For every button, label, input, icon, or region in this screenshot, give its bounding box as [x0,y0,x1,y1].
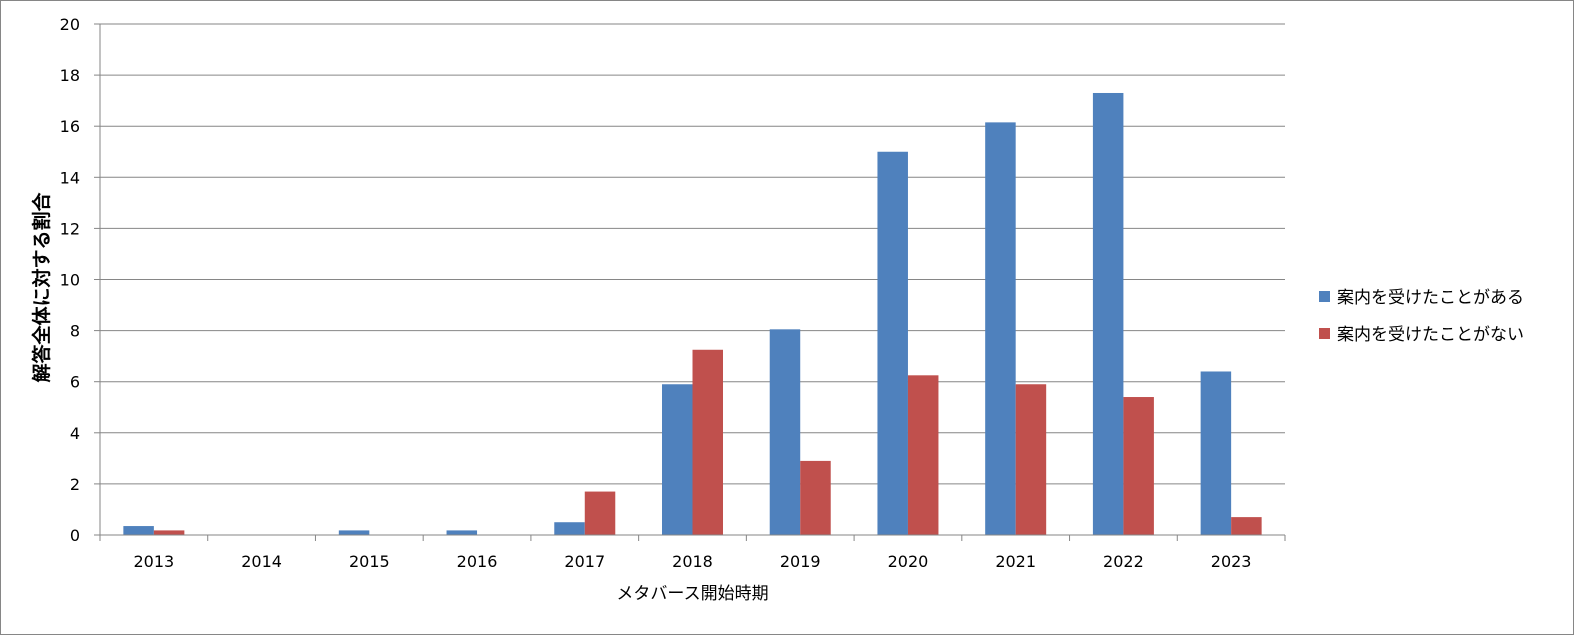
x-tick-label: 2013 [134,552,175,571]
x-tick-label: 2018 [672,552,713,571]
y-axis-title: 解答全体に対する割合 [30,192,53,383]
y-tick-label: 20 [60,15,80,34]
x-tick-label: 2021 [995,552,1036,571]
x-tick-label: 2017 [564,552,605,571]
bars [123,92,1262,536]
y-tick-label: 6 [70,373,80,392]
y-tick-label: 12 [60,219,80,238]
y-tick-labels: 0 2 4 6 8 10 12 14 16 18 20 [60,15,80,545]
bar-series-1-2017 [554,522,585,535]
bar-series-1-2022 [1092,92,1124,536]
bar-series-2-2013 [153,530,185,535]
bar-series-1-2016 [446,530,478,535]
x-tick-label: 2022 [1103,552,1144,571]
legend-swatch [1319,291,1330,302]
bar-series-2-2023 [1231,517,1262,535]
y-tick-label: 2 [70,475,80,494]
bar-series-1-2020 [877,151,908,535]
y-tick-label: 8 [70,322,80,341]
y-tick-label: 18 [60,66,80,85]
bar-series-1-2018 [662,384,693,535]
y-tick-label: 16 [60,117,80,136]
bar-series-1-2015 [338,530,370,535]
bar-series-2-2018 [692,349,723,535]
y-tick-label: 4 [70,424,80,443]
legend-label: 案内を受けたことがない [1337,325,1524,345]
y-tick-label: 14 [60,168,80,187]
x-axis-title: メタバース開始時期 [616,584,768,604]
bar-series-1-2023 [1200,371,1232,535]
bar-series-2-2017 [584,491,616,535]
y-tick-label: 0 [70,526,80,545]
bar-series-2-2019 [800,460,831,535]
legend-label: 案内を受けたことがある [1337,288,1524,308]
x-tick-label: 2019 [780,552,821,571]
y-tick-label: 10 [60,271,80,290]
x-tick-label: 2014 [241,552,282,571]
bar-series-1-2021 [985,122,1016,536]
x-tick-label: 2023 [1211,552,1252,571]
legend-swatch [1319,328,1330,339]
bar-series-2-2022 [1123,397,1154,535]
bar-series-1-2019 [769,329,801,535]
x-tick-label: 2016 [457,552,498,571]
bar-series-2-2020 [907,375,939,535]
bar-series-1-2013 [123,526,154,535]
bar-series-2-2021 [1015,384,1047,535]
x-tick-label: 2015 [349,552,390,571]
x-tick-label: 2020 [888,552,929,571]
x-tick-labels: 2013 2014 2015 2016 2017 2018 2019 2020 2021 2022… [99,535,1286,571]
